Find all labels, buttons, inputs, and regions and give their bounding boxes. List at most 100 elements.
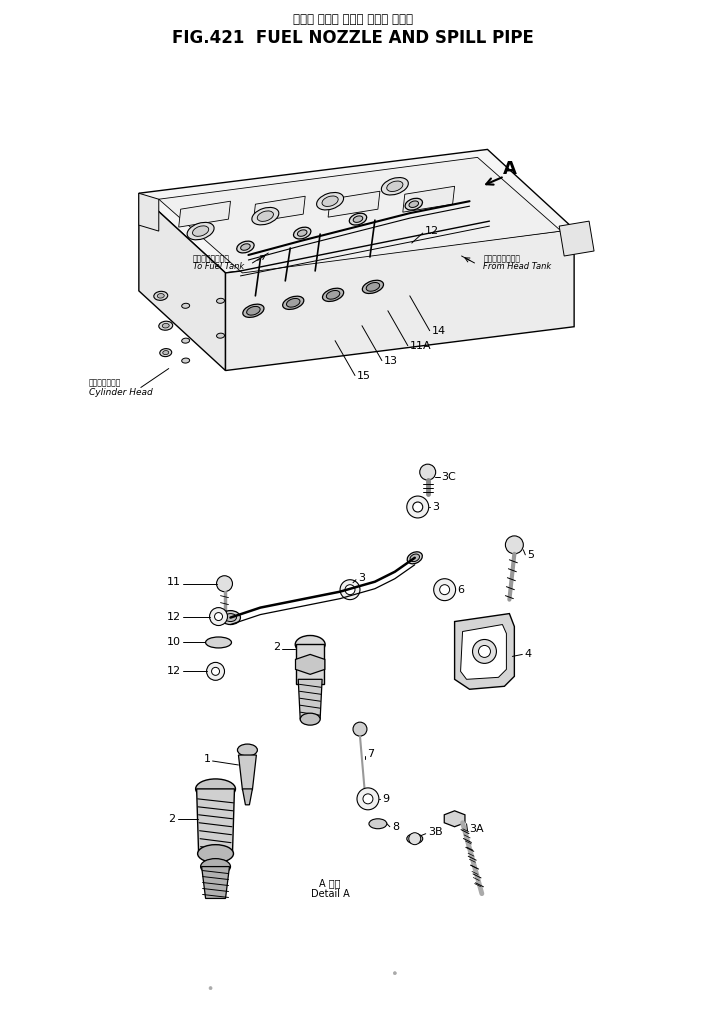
Text: 3A: 3A <box>469 823 484 834</box>
Ellipse shape <box>317 193 344 210</box>
Circle shape <box>472 640 496 663</box>
Ellipse shape <box>192 226 209 236</box>
Text: 3: 3 <box>358 573 365 583</box>
Ellipse shape <box>238 744 257 756</box>
Polygon shape <box>444 811 465 826</box>
Circle shape <box>440 585 450 594</box>
Ellipse shape <box>354 216 363 222</box>
Ellipse shape <box>237 241 254 252</box>
Ellipse shape <box>182 358 189 363</box>
Text: FIG.421  FUEL NOZZLE AND SPILL PIPE: FIG.421 FUEL NOZZLE AND SPILL PIPE <box>172 28 534 47</box>
Text: 6: 6 <box>457 585 464 594</box>
Circle shape <box>206 662 225 680</box>
Polygon shape <box>403 187 455 212</box>
Circle shape <box>353 722 367 736</box>
Ellipse shape <box>243 304 264 317</box>
Ellipse shape <box>216 298 225 303</box>
Ellipse shape <box>293 227 311 239</box>
Circle shape <box>209 987 212 990</box>
Circle shape <box>479 646 491 657</box>
Ellipse shape <box>252 208 279 225</box>
Polygon shape <box>296 654 325 674</box>
Text: 12: 12 <box>167 666 181 676</box>
Polygon shape <box>238 755 257 790</box>
Text: Detail A: Detail A <box>310 889 349 899</box>
Ellipse shape <box>300 713 320 725</box>
Text: 10: 10 <box>167 638 181 648</box>
Circle shape <box>433 579 455 600</box>
Text: 3C: 3C <box>442 473 457 482</box>
Text: 7: 7 <box>367 749 374 759</box>
Polygon shape <box>460 625 506 679</box>
Ellipse shape <box>163 351 169 355</box>
Text: Cylinder Head: Cylinder Head <box>89 388 153 396</box>
Ellipse shape <box>387 182 403 192</box>
Circle shape <box>363 794 373 804</box>
Circle shape <box>407 496 428 518</box>
Circle shape <box>357 788 379 810</box>
Circle shape <box>420 464 436 480</box>
Ellipse shape <box>247 306 260 315</box>
Text: A: A <box>503 160 516 178</box>
Ellipse shape <box>298 230 307 236</box>
Text: フェエルタンクヘ: フェエルタンクヘ <box>192 255 230 264</box>
Text: 2: 2 <box>273 643 280 652</box>
Ellipse shape <box>196 779 235 799</box>
Text: 15: 15 <box>357 370 371 380</box>
Polygon shape <box>139 194 226 370</box>
Text: フェル ノズル および スピル パイプ: フェル ノズル および スピル パイプ <box>293 13 413 26</box>
Ellipse shape <box>182 338 189 343</box>
Ellipse shape <box>163 323 169 328</box>
Text: 1: 1 <box>204 754 211 764</box>
Circle shape <box>413 502 423 512</box>
Circle shape <box>345 585 355 594</box>
Ellipse shape <box>187 222 214 239</box>
Ellipse shape <box>240 243 250 250</box>
Text: 11: 11 <box>167 577 181 587</box>
Polygon shape <box>139 149 574 273</box>
Text: To Fuel Tank: To Fuel Tank <box>192 263 244 272</box>
Ellipse shape <box>160 349 172 357</box>
Ellipse shape <box>327 290 340 299</box>
Text: 12: 12 <box>425 226 439 236</box>
Ellipse shape <box>225 613 236 622</box>
Circle shape <box>506 535 523 554</box>
Polygon shape <box>253 197 305 222</box>
Ellipse shape <box>405 199 423 210</box>
Polygon shape <box>179 201 230 227</box>
Circle shape <box>409 832 421 845</box>
Ellipse shape <box>283 296 304 309</box>
Circle shape <box>216 576 233 591</box>
Ellipse shape <box>157 294 164 298</box>
Ellipse shape <box>221 610 240 625</box>
Text: 3: 3 <box>432 502 438 512</box>
Text: A 部詳: A 部詳 <box>320 878 341 888</box>
Ellipse shape <box>322 288 344 301</box>
Polygon shape <box>159 157 561 273</box>
Ellipse shape <box>201 859 230 874</box>
Ellipse shape <box>349 213 367 225</box>
Text: 13: 13 <box>384 356 398 366</box>
Text: 4: 4 <box>525 649 532 659</box>
Text: 14: 14 <box>432 325 446 336</box>
Text: 5: 5 <box>527 550 534 560</box>
Ellipse shape <box>381 177 409 195</box>
Text: 9: 9 <box>382 794 389 804</box>
Polygon shape <box>243 789 252 805</box>
Ellipse shape <box>286 298 300 307</box>
Circle shape <box>340 580 360 599</box>
Circle shape <box>211 667 220 675</box>
Ellipse shape <box>296 636 325 653</box>
Circle shape <box>214 612 223 621</box>
Ellipse shape <box>198 845 233 863</box>
Ellipse shape <box>363 280 383 293</box>
Polygon shape <box>226 229 574 370</box>
Text: From Head Tank: From Head Tank <box>484 263 551 272</box>
Circle shape <box>209 607 228 626</box>
Text: 12: 12 <box>167 611 181 622</box>
Ellipse shape <box>182 303 189 308</box>
Text: 11A: 11A <box>410 341 431 351</box>
Text: ヘッドタンクより: ヘッドタンクより <box>484 255 520 264</box>
Ellipse shape <box>257 211 274 221</box>
Polygon shape <box>328 192 380 217</box>
